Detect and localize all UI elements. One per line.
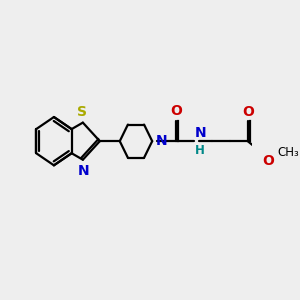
Text: O: O bbox=[262, 154, 274, 167]
Text: S: S bbox=[76, 105, 87, 119]
Text: N: N bbox=[77, 164, 89, 178]
Text: N: N bbox=[195, 126, 206, 140]
Text: O: O bbox=[170, 104, 182, 118]
Text: H: H bbox=[195, 143, 205, 157]
Text: O: O bbox=[242, 105, 254, 119]
Text: N: N bbox=[156, 134, 167, 148]
Text: CH₃: CH₃ bbox=[277, 146, 299, 159]
